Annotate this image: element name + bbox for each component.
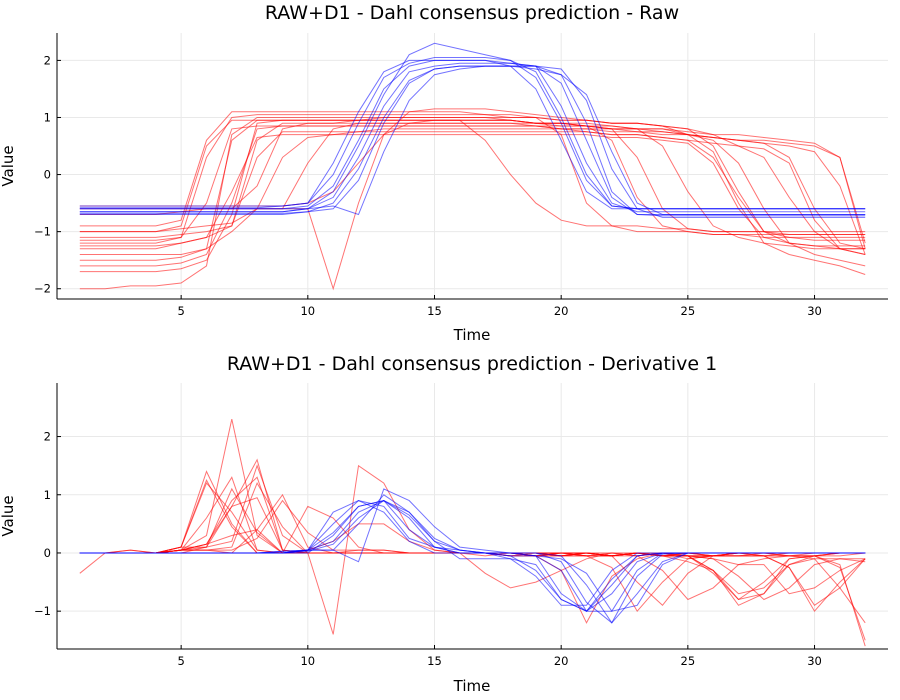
raw-panel-y-axis-label: Value — [0, 145, 17, 186]
derivative-panel-y-tick-label: 1 — [44, 488, 51, 502]
derivative-panel-y-tick-label: 2 — [44, 430, 51, 444]
derivative-panel-axes: 5 10 15 20 25 30 −1 0 1 2 — [34, 383, 888, 668]
raw-panel-series-line-15 — [79, 134, 866, 250]
raw-panel-y-tick-label: −1 — [34, 225, 51, 239]
raw-panel-series-line-7 — [79, 111, 866, 235]
raw-panel-y-tick-label: −2 — [34, 282, 51, 296]
raw-panel-x-tick-label: 5 — [177, 304, 184, 318]
derivative-panel-x-tick-label: 20 — [554, 654, 569, 668]
derivative-panel-series-line-8 — [79, 464, 866, 613]
derivative-panel-x-tick-label: 10 — [300, 654, 315, 668]
raw-panel-grid — [57, 33, 888, 299]
raw-panel-series-line-9 — [79, 122, 866, 267]
raw-panel-x-tick-label: 15 — [427, 304, 442, 318]
raw-panel-x-tick-label: 25 — [681, 304, 696, 318]
derivative-panel-series — [79, 418, 866, 647]
raw-panel-x-tick-label: 30 — [807, 304, 822, 318]
raw-panel-series-line-14 — [79, 125, 866, 244]
raw-panel-series-line-21 — [79, 65, 866, 216]
raw-panel-y-tick-label: 2 — [44, 53, 51, 67]
raw-panel-series-line-11 — [79, 128, 866, 249]
raw-panel-y-tick-label: 1 — [44, 110, 51, 124]
derivative-panel: RAW+D1 - Dahl consensus prediction - Der… — [0, 353, 888, 695]
raw-panel-series — [79, 42, 866, 291]
raw-panel-x-tick-label: 20 — [554, 304, 569, 318]
derivative-panel-title: RAW+D1 - Dahl consensus prediction - Der… — [227, 353, 717, 375]
derivative-panel-y-tick-label: 0 — [44, 546, 51, 560]
raw-panel: RAW+D1 - Dahl consensus prediction - Raw… — [0, 2, 888, 344]
derivative-panel-x-tick-label: 15 — [427, 654, 442, 668]
derivative-panel-x-axis-label: Time — [453, 677, 491, 695]
raw-panel-series-line-22 — [79, 57, 866, 210]
derivative-panel-y-axis-label: Value — [0, 495, 17, 536]
derivative-panel-grid — [57, 383, 888, 649]
raw-panel-title: RAW+D1 - Dahl consensus prediction - Raw — [265, 2, 679, 24]
derivative-panel-x-tick-label: 5 — [177, 654, 184, 668]
raw-panel-x-tick-label: 10 — [300, 304, 315, 318]
derivative-panel-x-tick-label: 25 — [681, 654, 696, 668]
raw-panel-series-line-0 — [79, 114, 866, 244]
derivative-panel-y-tick-label: −1 — [34, 604, 51, 618]
derivative-panel-series-line-4 — [79, 418, 866, 606]
raw-panel-axes: 5 10 15 20 25 30 −2 −1 0 1 2 — [34, 33, 888, 318]
derivative-panel-series-line-11 — [79, 499, 866, 647]
derivative-panel-series-line-6 — [79, 481, 866, 595]
derivative-panel-series-line-0 — [79, 482, 866, 601]
raw-panel-y-tick-label: 0 — [44, 168, 51, 182]
derivative-panel-series-line-23 — [79, 500, 866, 624]
raw-panel-series-line-23 — [79, 65, 866, 217]
raw-panel-series-line-12 — [79, 119, 866, 273]
derivative-panel-x-tick-label: 30 — [807, 654, 822, 668]
raw-panel-series-line-6 — [79, 131, 866, 247]
raw-panel-x-axis-label: Time — [453, 326, 491, 344]
raw-panel-series-line-17 — [79, 62, 866, 215]
